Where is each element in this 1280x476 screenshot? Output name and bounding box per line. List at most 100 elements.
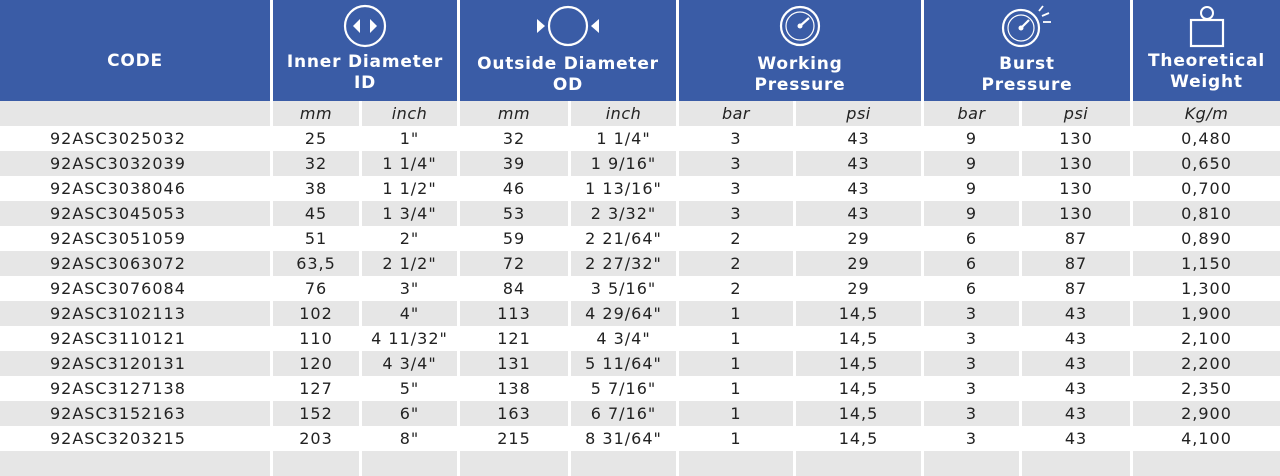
cell-weight: 0,890	[1133, 226, 1280, 251]
unit-bp-psi: psi	[1022, 101, 1130, 126]
cell-wp-psi: 43	[796, 201, 921, 226]
cell-id-inch: 1 1/2"	[362, 176, 457, 201]
cell-od-mm: 121	[460, 326, 568, 351]
unit-id-mm: mm	[273, 101, 359, 126]
cell-code	[0, 451, 270, 476]
cell-id-inch	[362, 451, 457, 476]
burst-gauge-icon	[924, 3, 1130, 49]
cell-od-mm: 163	[460, 401, 568, 426]
table-row: 92ASC3102113 102 4" 113 4 29/64" 1 14,5 3 43 1,90…	[0, 301, 1280, 326]
cell-id-inch: 1"	[362, 126, 457, 151]
cell-bp-psi: 87	[1022, 226, 1130, 251]
cell-code: 92ASC3076084	[0, 276, 270, 301]
unit-id-inch: inch	[362, 101, 457, 126]
cell-wp-psi: 14,5	[796, 376, 921, 401]
cell-bp-bar: 3	[924, 426, 1019, 451]
inner-diameter-icon	[273, 3, 457, 49]
header-theoretical-weight: Theoretical Weight	[1133, 0, 1280, 101]
cell-od-inch: 5 7/16"	[571, 376, 676, 401]
cell-od-inch: 1 1/4"	[571, 126, 676, 151]
cell-id-inch: 2"	[362, 226, 457, 251]
unit-wp-psi: psi	[796, 101, 921, 126]
header-theoretical-weight-line1: Theoretical	[1148, 51, 1265, 71]
cell-wp-bar: 1	[679, 351, 793, 376]
cell-bp-bar	[924, 451, 1019, 476]
cell-bp-psi: 43	[1022, 426, 1130, 451]
header-theoretical-weight-line2: Weight	[1170, 72, 1243, 92]
table-row	[0, 451, 1280, 476]
table-row: 92ASC3152163 152 6" 163 6 7/16" 1 14,5 3 43 2,900	[0, 401, 1280, 426]
cell-code: 92ASC3127138	[0, 376, 270, 401]
cell-code: 92ASC3110121	[0, 326, 270, 351]
cell-od-mm: 32	[460, 126, 568, 151]
cell-bp-bar: 9	[924, 201, 1019, 226]
cell-id-mm: 32	[273, 151, 359, 176]
cell-od-inch: 6 7/16"	[571, 401, 676, 426]
weight-icon	[1133, 3, 1280, 49]
cell-od-inch: 2 21/64"	[571, 226, 676, 251]
cell-od-mm: 59	[460, 226, 568, 251]
cell-weight: 2,900	[1133, 401, 1280, 426]
cell-wp-bar: 2	[679, 276, 793, 301]
cell-id-inch: 4"	[362, 301, 457, 326]
table-row: 92ASC3076084 76 3" 84 3 5/16" 2 29 6 87 1,300	[0, 276, 1280, 301]
cell-code: 92ASC3203215	[0, 426, 270, 451]
cell-od-inch: 1 13/16"	[571, 176, 676, 201]
cell-od-inch: 1 9/16"	[571, 151, 676, 176]
cell-bp-bar: 3	[924, 376, 1019, 401]
table-row: 92ASC3025032 25 1" 32 1 1/4" 3 43 9 130 0,480	[0, 126, 1280, 151]
cell-wp-psi: 14,5	[796, 326, 921, 351]
unit-od-mm: mm	[460, 101, 568, 126]
cell-bp-psi: 130	[1022, 201, 1130, 226]
cell-bp-psi: 87	[1022, 276, 1130, 301]
cell-bp-bar: 3	[924, 351, 1019, 376]
cell-wp-bar: 1	[679, 376, 793, 401]
cell-od-mm: 72	[460, 251, 568, 276]
table-row: 92ASC3045053 45 1 3/4" 53 2 3/32" 3 43 9 130 0,81…	[0, 201, 1280, 226]
cell-weight: 2,100	[1133, 326, 1280, 351]
cell-wp-psi: 43	[796, 126, 921, 151]
cell-od-mm: 113	[460, 301, 568, 326]
table-row: 92ASC3203215 203 8" 215 8 31/64" 1 14,5 3 43 4,10…	[0, 426, 1280, 451]
cell-code: 92ASC3038046	[0, 176, 270, 201]
cell-wp-psi: 29	[796, 276, 921, 301]
cell-wp-bar: 3	[679, 176, 793, 201]
cell-weight: 2,350	[1133, 376, 1280, 401]
cell-wp-psi: 29	[796, 226, 921, 251]
cell-id-mm: 152	[273, 401, 359, 426]
cell-bp-psi: 87	[1022, 251, 1130, 276]
cell-code: 92ASC3152163	[0, 401, 270, 426]
cell-od-inch: 2 27/32"	[571, 251, 676, 276]
unit-bp-bar: bar	[924, 101, 1019, 126]
cell-id-mm: 110	[273, 326, 359, 351]
unit-weight: Kg/m	[1133, 101, 1280, 126]
cell-code: 92ASC3102113	[0, 301, 270, 326]
cell-code: 92ASC3063072	[0, 251, 270, 276]
unit-wp-bar: bar	[679, 101, 793, 126]
cell-bp-psi: 130	[1022, 151, 1130, 176]
header-burst-pressure: Burst Pressure	[924, 0, 1130, 101]
cell-bp-bar: 3	[924, 326, 1019, 351]
header-outside-diameter-line1: Outside Diameter	[477, 54, 659, 74]
table-row: 92ASC3110121 110 4 11/32" 121 4 3/4" 1 14,5 3 43…	[0, 326, 1280, 351]
table-row: 92ASC3038046 38 1 1/2" 46 1 13/16" 3 43 9 130 0,7…	[0, 176, 1280, 201]
cell-bp-bar: 9	[924, 176, 1019, 201]
cell-wp-psi: 43	[796, 151, 921, 176]
table-row: 92ASC3063072 63,5 2 1/2" 72 2 27/32" 2 29 6 87 1,…	[0, 251, 1280, 276]
cell-id-mm: 45	[273, 201, 359, 226]
unit-od-inch: inch	[571, 101, 676, 126]
cell-wp-psi: 14,5	[796, 351, 921, 376]
cell-bp-bar: 3	[924, 301, 1019, 326]
cell-wp-bar: 1	[679, 301, 793, 326]
cell-id-mm: 76	[273, 276, 359, 301]
header-outside-diameter: Outside Diameter OD	[460, 0, 676, 101]
cell-weight: 0,700	[1133, 176, 1280, 201]
cell-wp-bar: 1	[679, 401, 793, 426]
cell-od-inch: 3 5/16"	[571, 276, 676, 301]
cell-weight: 0,480	[1133, 126, 1280, 151]
cell-od-mm: 84	[460, 276, 568, 301]
cell-od-inch: 2 3/32"	[571, 201, 676, 226]
cell-id-mm: 63,5	[273, 251, 359, 276]
header-working-pressure-line1: Working	[757, 54, 843, 74]
